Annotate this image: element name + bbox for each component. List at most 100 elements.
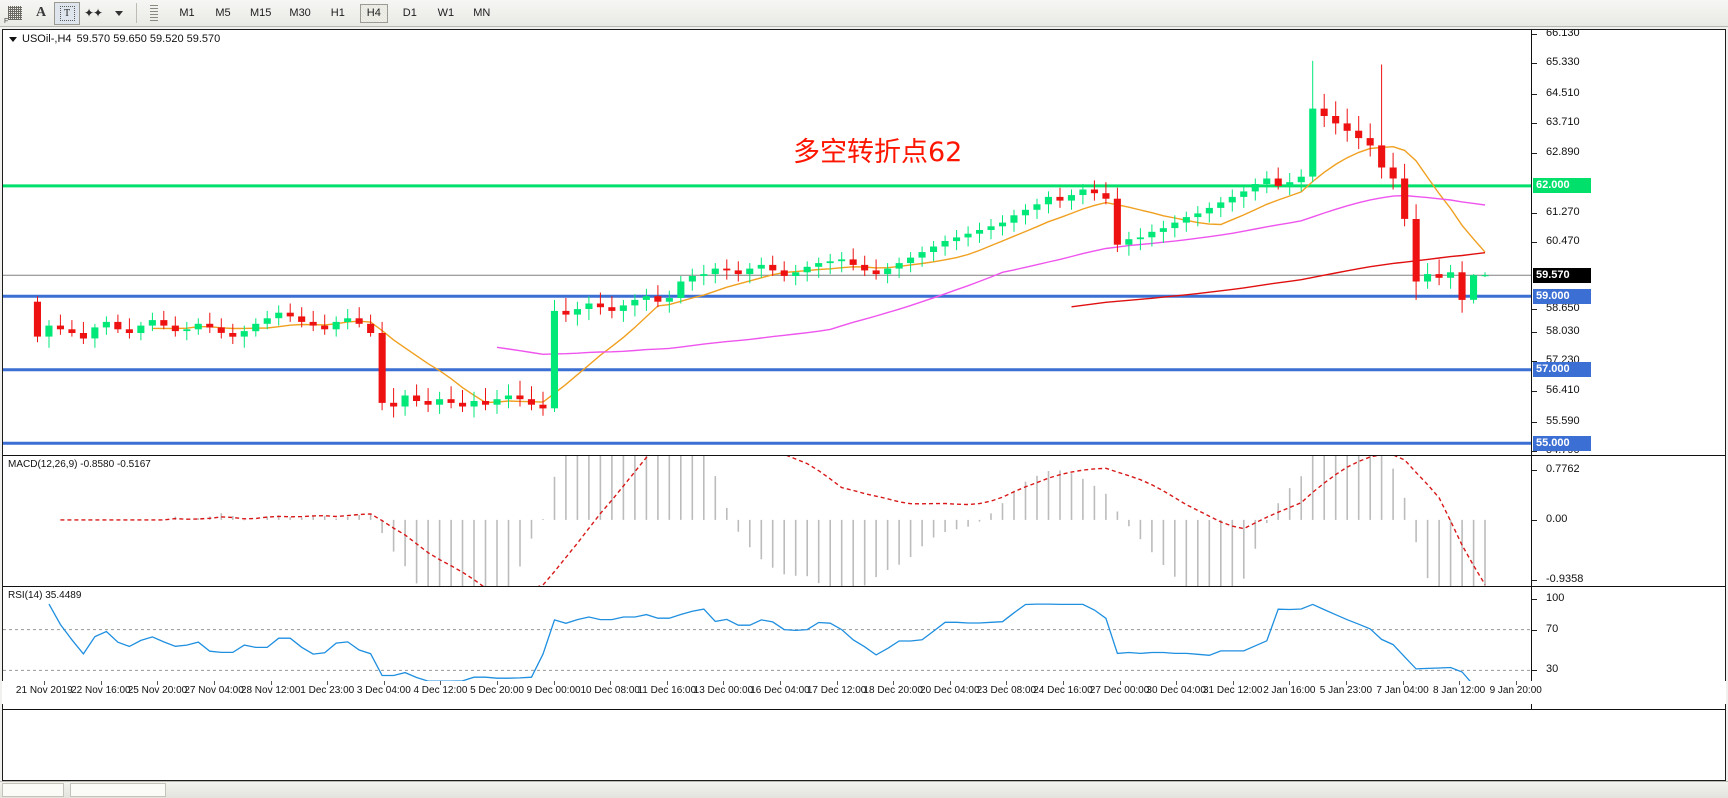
timeframe-m1[interactable]: M1 bbox=[179, 7, 195, 19]
price-level-label-blue-level[interactable]: 59.000 bbox=[1533, 288, 1591, 304]
price-plot[interactable]: 多空转折点62 bbox=[3, 30, 1531, 455]
price-level-label-green-level[interactable]: 62.000 bbox=[1533, 178, 1591, 194]
time-tick bbox=[949, 681, 951, 685]
time-axis-label: 10 Dec 08:00 bbox=[580, 685, 640, 696]
symbol-label: USOil-,H4 bbox=[22, 33, 72, 45]
cursor-fx-icon[interactable]: ✦✦ bbox=[80, 2, 106, 25]
timeframe-m30[interactable]: M30 bbox=[289, 7, 311, 19]
timeframe-m5[interactable]: M5 bbox=[215, 7, 231, 19]
rsi-title: RSI(14) 35.4489 bbox=[8, 590, 82, 601]
macd-tick-label: 0.7762 bbox=[1546, 463, 1580, 475]
time-tick bbox=[780, 681, 781, 685]
time-axis-label: 7 Jan 04:00 bbox=[1376, 685, 1429, 696]
time-axis-label: 16 Dec 04:00 bbox=[750, 685, 810, 696]
ohlc-label: 59.570 59.650 59.520 59.570 bbox=[76, 33, 221, 45]
time-tick bbox=[440, 681, 442, 685]
time-axis-label: 5 Jan 23:00 bbox=[1319, 685, 1373, 696]
time-axis[interactable]: 21 Nov 2019 22 Nov 16:00 25 Nov 20:00 27 No… bbox=[2, 681, 1726, 704]
price-tick-label: 60.470 bbox=[1546, 235, 1580, 248]
macd-plot[interactable] bbox=[3, 456, 1531, 586]
timeframe-h1[interactable]: H1 bbox=[330, 7, 345, 19]
time-axis-label: 20 Dec 04:00 bbox=[920, 685, 980, 696]
time-axis-label: 27 Nov 04:00 bbox=[184, 685, 244, 696]
time-axis-label: 11 Dec 16:00 bbox=[637, 685, 697, 696]
timeframe-h4[interactable]: H4 bbox=[359, 3, 388, 23]
time-tick bbox=[44, 681, 46, 685]
time-tick bbox=[383, 681, 385, 685]
time-tick bbox=[893, 681, 895, 685]
status-cell-second[interactable] bbox=[70, 783, 166, 797]
rsi-tick-label: 100 bbox=[1546, 592, 1565, 604]
text-box-icon[interactable]: T bbox=[54, 1, 80, 25]
chart-annotation-text: 多空转折点62 bbox=[793, 137, 963, 168]
rsi-plot[interactable] bbox=[3, 587, 1531, 709]
time-axis-label: 27 Dec 00:00 bbox=[1089, 685, 1150, 696]
price-tick-label: 55.590 bbox=[1546, 414, 1580, 427]
rsi-svg bbox=[3, 603, 1531, 686]
time-axis-label: 3 Dec 04:00 bbox=[356, 685, 411, 696]
text-label-icon[interactable]: A bbox=[28, 2, 54, 25]
time-tick bbox=[1459, 681, 1461, 685]
macd-scale[interactable]: 0.7762 0.00 -0.9358 bbox=[1531, 456, 1725, 586]
price-scale[interactable]: 66.130 65.330 64.510 63.710 62.890 61.270 60.4… bbox=[1531, 30, 1725, 456]
time-axis-label: 25 Nov 20:00 bbox=[127, 685, 188, 696]
time-tick bbox=[157, 681, 159, 685]
time-axis-label: 9 Jan 20:00 bbox=[1489, 685, 1542, 696]
time-axis-label: 31 Dec 12:00 bbox=[1202, 685, 1263, 696]
status-cell-left[interactable] bbox=[2, 783, 64, 797]
macd-tick-label: 0.00 bbox=[1546, 512, 1568, 525]
time-tick bbox=[1119, 681, 1121, 685]
price-tick-label: 61.270 bbox=[1546, 205, 1580, 218]
time-axis-label: 13 Dec 00:00 bbox=[693, 685, 754, 696]
time-tick bbox=[1006, 681, 1008, 685]
chart-frame[interactable]: USOil-,H4 59.570 59.650 59.520 59.570 多空… bbox=[2, 29, 1726, 781]
time-tick bbox=[1402, 681, 1404, 685]
time-tick bbox=[610, 681, 612, 685]
price-level-label-last-price[interactable]: 59.570 bbox=[1533, 267, 1591, 283]
time-axis-label: 18 Dec 20:00 bbox=[863, 685, 923, 696]
time-axis-label: 22 Nov 16:00 bbox=[71, 685, 131, 696]
time-tick bbox=[553, 681, 555, 685]
time-axis-label: 30 Dec 04:00 bbox=[1146, 685, 1206, 696]
price-tick-label: 56.410 bbox=[1546, 384, 1580, 397]
price-candles-svg bbox=[3, 60, 1531, 445]
time-tick bbox=[1289, 681, 1291, 685]
text-label-glyph: A bbox=[35, 5, 47, 20]
timeframe-m15[interactable]: M15 bbox=[250, 7, 272, 19]
price-tick-label: 64.510 bbox=[1546, 86, 1580, 99]
time-tick bbox=[100, 681, 102, 685]
crosshair-f-icon[interactable]: F bbox=[2, 2, 28, 25]
time-tick bbox=[214, 681, 216, 685]
time-tick bbox=[497, 681, 499, 685]
periodicity-bars-icon[interactable] bbox=[141, 2, 167, 25]
timeframe-d1[interactable]: D1 bbox=[402, 7, 417, 19]
time-axis-label: 4 Dec 12:00 bbox=[413, 685, 468, 696]
macd-title: MACD(12,26,9) -0.8580 -0.5167 bbox=[8, 459, 151, 470]
timeframe-mn[interactable]: MN bbox=[473, 7, 491, 19]
time-axis-label: 9 Dec 00:00 bbox=[526, 685, 581, 696]
status-bar bbox=[0, 781, 1728, 798]
time-tick bbox=[1345, 681, 1347, 685]
chart-toolbar: F A T ✦✦ M1 M5 M15 M30 H1 H4 D1 W1 MN bbox=[0, 0, 1728, 27]
macd-pane[interactable]: MACD(12,26,9) -0.8580 -0.5167 0.7762 0.00… bbox=[3, 456, 1725, 587]
dropdown-caret-icon[interactable] bbox=[106, 2, 132, 25]
rsi-tick-label: 70 bbox=[1546, 622, 1559, 635]
collapse-caret-icon[interactable] bbox=[9, 36, 17, 42]
price-level-label-blue-level[interactable]: 55.000 bbox=[1533, 435, 1591, 451]
timeframe-w1[interactable]: W1 bbox=[437, 7, 455, 19]
cursor-fx-glyph: ✦✦ bbox=[83, 6, 103, 20]
toolbar-divider bbox=[136, 3, 137, 23]
symbol-header: USOil-,H4 59.570 59.650 59.520 59.570 bbox=[9, 33, 220, 45]
time-axis-label: 23 Dec 08:00 bbox=[976, 685, 1037, 696]
time-tick bbox=[327, 681, 329, 685]
price-level-label-blue-level[interactable]: 57.000 bbox=[1533, 362, 1591, 378]
time-axis-label: 5 Dec 20:00 bbox=[470, 685, 524, 696]
price-tick-label: 58.030 bbox=[1546, 324, 1580, 337]
rsi-tick-label: 30 bbox=[1546, 663, 1559, 676]
time-axis-label: 17 Dec 12:00 bbox=[806, 685, 867, 696]
time-axis-label: 8 Jan 12:00 bbox=[1432, 685, 1486, 696]
time-tick bbox=[836, 681, 838, 685]
time-axis-label: 1 Dec 23:00 bbox=[300, 685, 355, 696]
price-pane[interactable]: USOil-,H4 59.570 59.650 59.520 59.570 多空… bbox=[3, 30, 1725, 456]
